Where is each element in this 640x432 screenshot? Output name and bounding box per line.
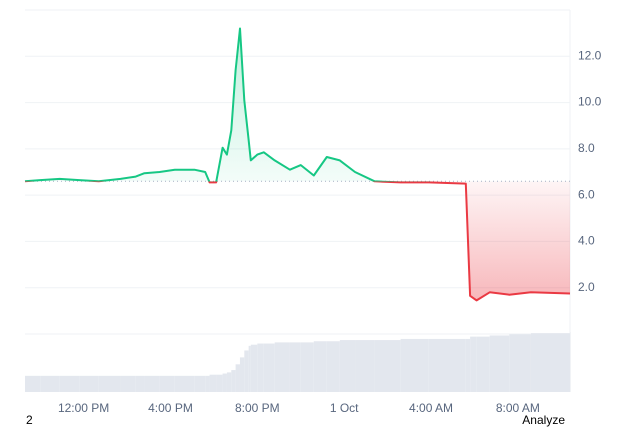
volume-bar <box>209 374 217 392</box>
x-tick-label: 8:00 PM <box>235 401 280 415</box>
volume-bar <box>144 375 160 392</box>
y-tick-label: 10.0 <box>578 95 602 109</box>
volume-bar <box>374 340 401 392</box>
area-fill <box>25 28 570 301</box>
volume-bar <box>226 372 232 392</box>
volume-bar <box>244 350 249 392</box>
volume-bar <box>263 343 275 392</box>
footer-right[interactable]: Analyze <box>522 413 565 427</box>
volume-bar <box>289 342 301 392</box>
volume-bar <box>205 375 210 392</box>
y-tick-label: 8.0 <box>578 141 595 155</box>
volume-bar <box>25 375 41 392</box>
volume-bar <box>476 336 490 392</box>
x-tick-label: 4:00 AM <box>409 401 453 415</box>
volume-bar <box>274 342 290 392</box>
volume-bar <box>98 375 121 392</box>
volume-bar <box>159 375 175 392</box>
x-tick-label: 1 Oct <box>330 401 359 415</box>
volume-bar <box>300 342 314 392</box>
y-tick-label: 12.0 <box>578 48 602 62</box>
volume-bar <box>509 334 531 392</box>
volume-bar <box>530 333 570 392</box>
volume-bar <box>257 343 264 392</box>
volume-bar <box>570 332 571 392</box>
volume-bar <box>339 340 356 392</box>
volume-bar <box>231 370 236 392</box>
volume-bar <box>79 375 99 392</box>
x-tick-label: 8:00 AM <box>496 401 540 415</box>
volume-bar <box>120 375 136 392</box>
y-tick-label: 4.0 <box>578 234 595 248</box>
volume-bar <box>355 340 375 392</box>
volume-bar <box>465 338 471 392</box>
volume-bar <box>194 375 206 392</box>
volume-bar <box>135 375 145 392</box>
volume-bar <box>326 341 340 392</box>
volume-bar <box>59 375 80 392</box>
x-tick-label: 4:00 PM <box>148 401 193 415</box>
volume-bar <box>428 338 466 392</box>
volume-bar <box>313 341 327 392</box>
volume-bar <box>470 336 477 392</box>
price-line <box>24 27 571 302</box>
y-tick-label: 2.0 <box>578 280 595 294</box>
volume-bar <box>222 373 227 392</box>
volume-bar <box>400 338 429 392</box>
volume-bar <box>489 335 510 392</box>
volume-bar <box>174 375 195 392</box>
x-tick-label: 12:00 PM <box>58 401 109 415</box>
volume-bar <box>216 374 223 392</box>
volume-bar <box>40 375 60 392</box>
volume-bar <box>248 345 251 392</box>
volume-bar <box>250 344 258 392</box>
volume-bar <box>239 357 245 392</box>
footer-left: 2 <box>26 413 33 427</box>
volume-bar <box>235 364 240 392</box>
y-tick-label: 6.0 <box>578 187 595 201</box>
